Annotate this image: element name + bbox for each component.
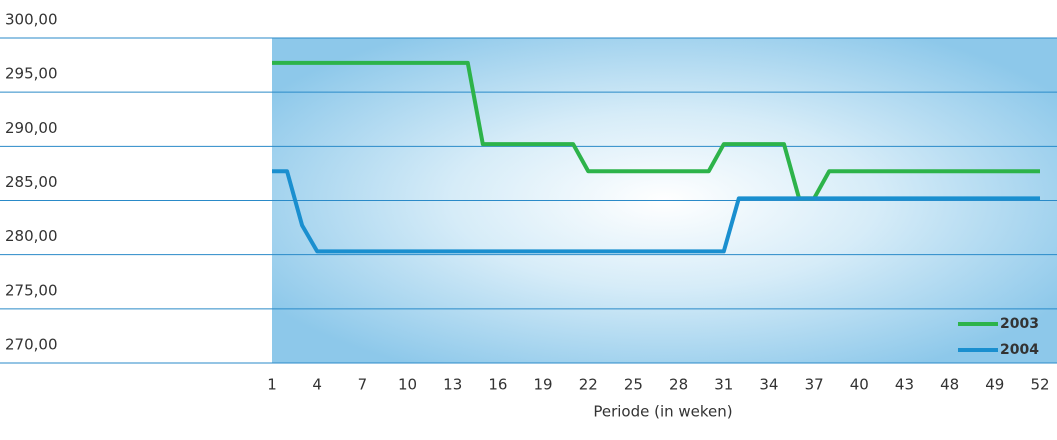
line-series <box>272 60 1040 201</box>
y-tick-label: 295,00 <box>5 65 58 83</box>
x-tick-label: 19 <box>534 376 553 394</box>
x-tick-label: 34 <box>759 376 778 394</box>
x-tick-label: 4 <box>312 376 322 394</box>
x-tick-label: 43 <box>895 376 914 394</box>
x-tick-label: 22 <box>579 376 598 394</box>
x-tick-label: 48 <box>940 376 959 394</box>
x-tick-label: 40 <box>850 376 869 394</box>
x-tick-label: 52 <box>1030 376 1049 394</box>
x-tick-label: 1 <box>267 376 277 394</box>
legend-label: 2003 <box>1000 316 1039 332</box>
x-tick-label: 7 <box>358 376 368 394</box>
y-tick-label: 290,00 <box>5 119 58 137</box>
x-tick-label: 16 <box>488 376 507 394</box>
y-tick-label: 285,00 <box>5 173 58 191</box>
legend-label: 2004 <box>1000 342 1039 358</box>
y-tick-label: 270,00 <box>5 336 58 354</box>
x-tick-label: 13 <box>443 376 462 394</box>
x-axis-title: Periode (in weken) <box>593 403 732 421</box>
y-tick-label: 275,00 <box>5 281 58 299</box>
x-tick-label: 31 <box>714 376 733 394</box>
x-tick-label: 37 <box>805 376 824 394</box>
x-tick-label: 49 <box>985 376 1004 394</box>
line-series <box>272 169 1040 254</box>
x-tick-label: 10 <box>398 376 417 394</box>
x-tick-label: 25 <box>624 376 643 394</box>
x-tick-label: 28 <box>669 376 688 394</box>
y-tick-label: 300,00 <box>5 11 58 29</box>
y-tick-label: 280,00 <box>5 227 58 245</box>
